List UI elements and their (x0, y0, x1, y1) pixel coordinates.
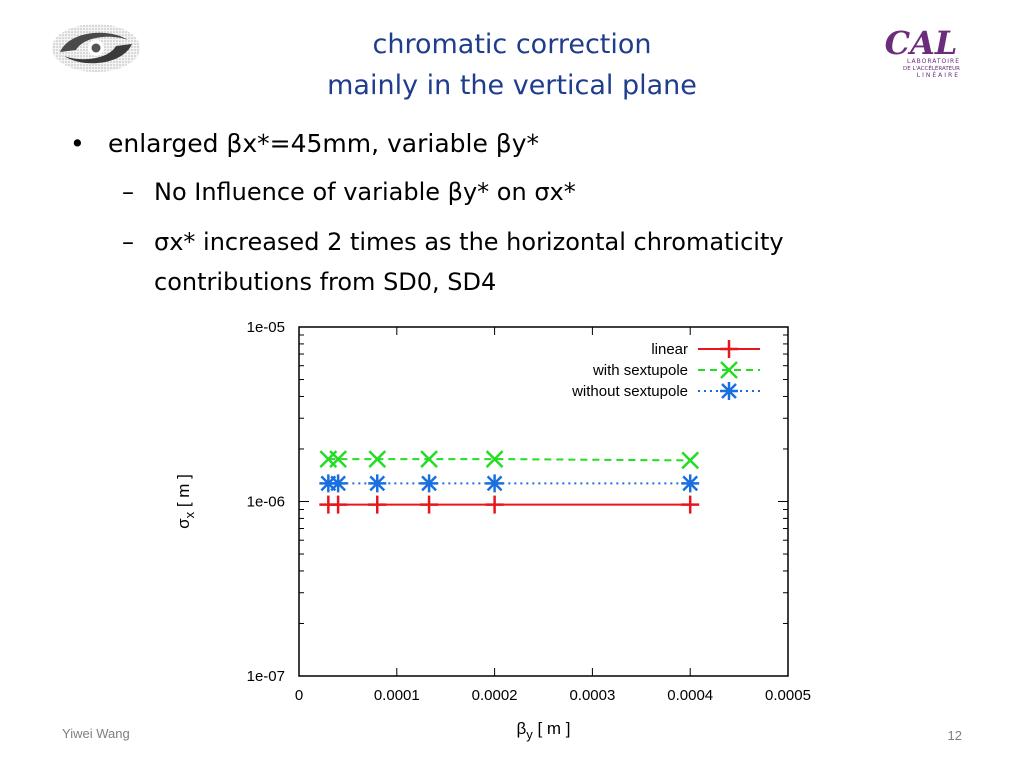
data-point (485, 495, 504, 514)
y-axis-label: σx [ m ] (174, 474, 197, 529)
dash-icon: – (122, 178, 134, 206)
series-group (319, 450, 700, 514)
legend-marker (720, 382, 738, 400)
lal-caption-2: DE L'ACCÉLÉRATEUR (903, 64, 960, 72)
legend-label: without sextupole (571, 383, 688, 400)
sub-bullet-text-line-2: contributions from SD0, SD4 (154, 268, 497, 296)
page-number: 12 (947, 728, 962, 743)
x-tick-label: 0.0004 (667, 687, 713, 704)
x-tick-label: 0.0003 (569, 687, 615, 704)
x-tick-label: 0.0005 (765, 687, 811, 704)
marker-stroke (681, 451, 700, 470)
axis-ticks: 0 0.0001 0.0002 0.0003 0.0004 0.0005 1e-07 1e-0… (247, 319, 811, 704)
data-point (368, 474, 387, 493)
sub-bullet-item-2: – σx* increased 2 times as the horizonta… (64, 222, 964, 302)
data-point (368, 450, 387, 468)
x-tick-label: 0.0001 (374, 687, 420, 704)
marker-stroke (486, 475, 503, 492)
x-tick-label: 0.0002 (472, 687, 518, 704)
y-label-main: σ (174, 518, 193, 529)
marker-stroke (420, 450, 438, 468)
legend-item: linear (651, 340, 760, 358)
footer-author: Yiwei Wang (62, 726, 130, 741)
legend-label: with sextupole (592, 362, 688, 379)
data-point (681, 474, 700, 493)
y-label-sub: x (182, 511, 197, 518)
data-point (329, 450, 348, 468)
series-with-sextupole (319, 450, 700, 470)
legend: linear with sextupole without sextupole (571, 340, 760, 400)
data-point (329, 495, 348, 514)
title-line-1: chromatic correction (372, 29, 652, 60)
legend-item: without sextupole (571, 382, 760, 400)
marker-stroke (682, 475, 699, 492)
sub-bullet-text: No Influence of variable βy* on σx* (154, 178, 576, 206)
data-point (420, 474, 439, 493)
data-point (329, 474, 348, 493)
x-axis-label: βy [ m ] (516, 719, 570, 742)
series-linear (319, 495, 700, 514)
lal-logo: CAL LABORATOIRE DE L'ACCÉLÉRATEUR LINÉAI… (880, 24, 962, 80)
marker-stroke (330, 475, 347, 492)
data-point (420, 495, 439, 514)
data-point (368, 495, 387, 514)
lal-caption-3: LINÉAIRE (917, 71, 960, 79)
marker-stroke (369, 475, 386, 492)
data-point (681, 495, 700, 514)
marker-stroke (721, 383, 737, 399)
marker-stroke (720, 361, 738, 379)
x-tick-label: 0 (295, 687, 303, 704)
marker-stroke (368, 450, 387, 468)
bullet-list: • enlarged βx*=45mm, variable βy* – No I… (64, 126, 964, 302)
title-line-2: mainly in the vertical plane (327, 70, 697, 101)
legend-label: linear (651, 341, 688, 358)
bullet-dot-icon: • (70, 129, 85, 158)
data-point (485, 450, 504, 468)
x-label-sub: y (526, 727, 533, 742)
legend-item: with sextupole (592, 361, 760, 379)
marker-stroke (485, 450, 504, 468)
bullet-item: • enlarged βx*=45mm, variable βy* (64, 126, 964, 162)
marker-stroke (421, 475, 437, 492)
data-point (681, 451, 700, 470)
y-label-unit: [ m ] (174, 474, 193, 512)
plot-frame (298, 326, 789, 677)
bullet-text: enlarged βx*=45mm, variable βy* (108, 129, 540, 158)
lal-logo-text: CAL (885, 24, 958, 62)
y-tick-label: 1e-05 (247, 319, 285, 336)
sub-bullet-item-1: – No Influence of variable βy* on σx* (64, 172, 964, 212)
legend-marker (720, 361, 738, 379)
slide-title: chromatic correction mainly in the verti… (200, 24, 824, 106)
sigma-x-vs-beta-y-chart: 0 0.0001 0.0002 0.0003 0.0004 0.0005 1e-07 1e-0… (168, 312, 840, 748)
series-without-sextupole (319, 474, 700, 493)
sub-bullet-text-line-1: σx* increased 2 times as the horizontal … (154, 228, 784, 256)
dash-icon: – (122, 228, 134, 256)
institute-logo (50, 22, 142, 74)
y-tick-label: 1e-06 (247, 494, 285, 511)
legend-marker (720, 340, 738, 358)
data-point (485, 474, 504, 493)
series-line (328, 458, 691, 462)
data-point (420, 450, 438, 468)
lal-caption-1: LABORATOIRE (907, 58, 960, 65)
marker-stroke (329, 450, 348, 468)
x-label-unit: [ m ] (533, 719, 571, 738)
y-tick-label: 1e-07 (247, 668, 285, 685)
chart-svg: 0 0.0001 0.0002 0.0003 0.0004 0.0005 1e-07 1e-0… (174, 319, 811, 742)
x-label-main: β (516, 719, 526, 738)
